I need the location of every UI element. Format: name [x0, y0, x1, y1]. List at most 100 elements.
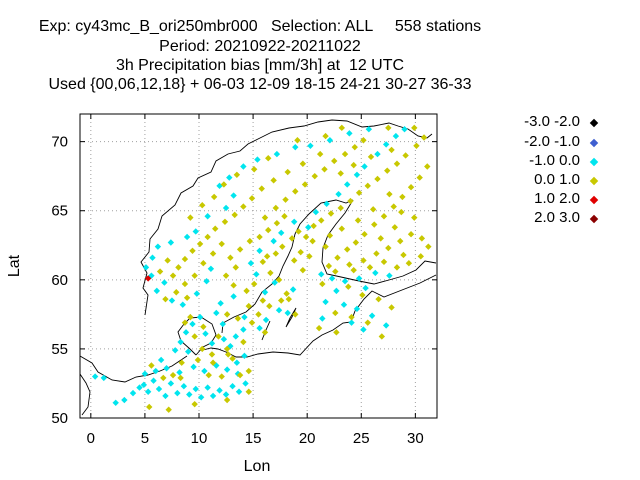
station-marker: [160, 374, 167, 382]
station-marker: [152, 367, 159, 375]
station-marker: [273, 150, 281, 158]
station-marker: [100, 374, 107, 382]
station-marker: [250, 280, 258, 288]
x-tick-label: 10: [191, 430, 208, 447]
station-marker: [232, 264, 239, 271]
station-marker: [292, 143, 299, 151]
station-marker: [202, 330, 209, 337]
station-marker: [196, 240, 204, 248]
station-marker: [189, 247, 196, 254]
station-marker: [359, 291, 366, 299]
station-marker: [388, 146, 395, 154]
station-marker: [344, 181, 351, 188]
coastline-gotland: [285, 307, 297, 328]
station-marker: [212, 225, 219, 232]
station-marker: [353, 171, 361, 178]
station-marker: [361, 231, 368, 238]
station-marker: [222, 272, 230, 279]
chart-title-line-3: 3h Precipitation bias [mm/3h] at 12 UTC: [115, 57, 405, 74]
station-marker: [372, 269, 379, 277]
station-markers: [91, 124, 432, 413]
station-marker: [341, 150, 349, 158]
station-marker: [352, 239, 360, 246]
station-marker: [148, 362, 155, 369]
station-marker: [157, 356, 165, 364]
station-marker: [209, 392, 217, 400]
station-marker: [291, 257, 298, 264]
station-marker: [417, 253, 424, 260]
station-marker: [322, 298, 329, 306]
station-marker: [284, 309, 291, 317]
station-marker: [173, 289, 180, 296]
station-marker: [351, 143, 358, 151]
station-marker: [165, 406, 172, 413]
station-marker: [425, 243, 432, 250]
station-marker: [374, 150, 381, 158]
station-marker: [275, 307, 283, 314]
station-marker: [335, 190, 342, 198]
station-marker: [328, 275, 336, 282]
station-marker: [225, 351, 232, 358]
station-marker: [397, 237, 404, 245]
station-marker: [220, 336, 228, 343]
station-marker: [176, 369, 183, 376]
x-tick-label: 0: [87, 430, 95, 447]
station-marker: [189, 320, 196, 328]
station-marker: [272, 204, 280, 212]
station-marker: [182, 329, 190, 336]
station-marker: [275, 276, 283, 284]
station-marker: [420, 134, 428, 141]
chart-title-line-2: Period: 20210922-20211022: [159, 38, 361, 55]
station-marker: [325, 262, 333, 270]
station-marker: [306, 253, 313, 260]
station-marker: [321, 166, 328, 173]
y-tick-label: 50: [51, 410, 68, 427]
station-marker: [407, 231, 415, 238]
station-marker: [292, 188, 299, 195]
station-marker: [284, 168, 291, 176]
station-marker: [256, 233, 263, 241]
coastline-britain: [79, 373, 91, 416]
station-marker: [207, 265, 215, 272]
station-marker: [191, 272, 198, 279]
station-marker: [210, 193, 218, 201]
station-marker: [331, 157, 338, 165]
station-marker: [204, 213, 211, 220]
station-marker: [181, 280, 189, 288]
station-marker: [181, 255, 189, 263]
station-marker: [273, 219, 281, 227]
station-marker: [230, 192, 237, 199]
station-marker: [393, 160, 401, 167]
station-marker: [245, 367, 252, 375]
station-marker: [373, 250, 380, 257]
station-marker: [315, 324, 323, 332]
station-marker: [208, 340, 216, 347]
coastline-scandinavia: [140, 119, 433, 316]
station-marker: [191, 333, 198, 340]
station-marker: [240, 163, 247, 170]
station-marker: [390, 203, 397, 210]
station-marker: [245, 388, 252, 395]
station-marker: [218, 240, 225, 248]
legend-label-5: 1.0 2.0: [534, 190, 580, 207]
station-marker: [256, 247, 263, 254]
station-marker: [218, 373, 225, 380]
station-marker: [340, 301, 348, 308]
station-marker: [322, 243, 329, 250]
station-marker: [322, 132, 329, 140]
station-marker: [311, 172, 318, 180]
station-marker: [261, 214, 269, 221]
station-marker: [209, 250, 217, 257]
station-marker: [193, 290, 201, 297]
station-marker: [338, 124, 345, 132]
station-marker: [204, 233, 211, 241]
legend-label-1: -3.0 -2.0: [524, 113, 580, 130]
station-marker: [297, 248, 304, 256]
station-marker: [112, 399, 119, 406]
station-marker: [213, 309, 220, 317]
station-marker: [262, 316, 270, 324]
station-marker: [229, 383, 236, 390]
station-marker: [393, 264, 401, 271]
station-marker: [129, 389, 137, 397]
station-marker: [413, 142, 420, 149]
